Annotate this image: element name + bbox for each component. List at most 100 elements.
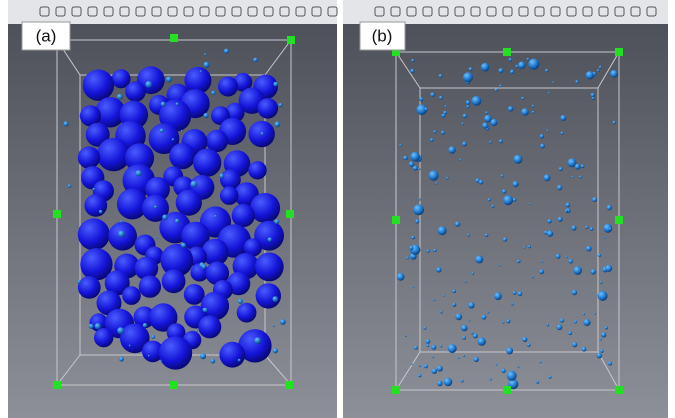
particle xyxy=(439,96,443,100)
particle xyxy=(603,237,605,239)
particle xyxy=(465,281,467,283)
particle xyxy=(162,269,186,293)
panel-label: (a) xyxy=(36,26,57,45)
particle xyxy=(218,77,238,97)
particle xyxy=(397,273,405,281)
particle xyxy=(513,198,517,202)
particle xyxy=(568,331,572,335)
particle xyxy=(99,210,103,214)
particle xyxy=(560,319,564,323)
particle xyxy=(224,49,229,54)
particle xyxy=(581,164,585,168)
particle xyxy=(272,296,278,302)
particle xyxy=(492,205,495,208)
particle xyxy=(461,380,464,383)
particle xyxy=(510,70,514,74)
handle[interactable] xyxy=(170,381,178,389)
particle xyxy=(598,291,608,301)
particle xyxy=(495,89,498,92)
particle xyxy=(122,286,141,305)
particle xyxy=(254,337,261,344)
particle xyxy=(566,256,568,258)
particle xyxy=(610,70,618,78)
particle xyxy=(425,107,428,110)
particle xyxy=(220,186,239,205)
particle xyxy=(268,237,272,241)
toolbar[interactable] xyxy=(8,0,337,24)
particle xyxy=(528,245,531,248)
particle xyxy=(540,144,545,149)
page: (a) (b) (() => { const data = JSON.parse… xyxy=(0,0,675,418)
particle xyxy=(452,289,456,293)
particle xyxy=(521,108,529,116)
particle xyxy=(136,170,142,176)
particle xyxy=(203,113,208,118)
particle xyxy=(536,381,539,384)
particle xyxy=(539,269,544,274)
particle xyxy=(151,335,155,339)
particle xyxy=(463,114,468,119)
handle[interactable] xyxy=(285,381,293,389)
toolbar[interactable] xyxy=(343,0,668,24)
particle xyxy=(181,130,183,132)
handle[interactable] xyxy=(287,36,295,44)
particle xyxy=(605,265,612,272)
particle xyxy=(529,203,531,205)
particle xyxy=(175,219,179,223)
handle[interactable] xyxy=(53,381,61,389)
particle xyxy=(532,105,535,108)
particle xyxy=(160,360,162,362)
particle xyxy=(568,259,573,264)
particle xyxy=(472,272,475,275)
particle xyxy=(600,349,603,352)
handle[interactable] xyxy=(392,386,400,394)
particle xyxy=(532,111,535,114)
particle xyxy=(579,176,582,179)
particle xyxy=(154,205,157,208)
particle xyxy=(485,111,488,114)
particle xyxy=(494,292,502,300)
particle xyxy=(181,243,186,248)
particle xyxy=(78,280,81,283)
particle xyxy=(440,345,442,347)
particle xyxy=(515,65,518,68)
handle[interactable] xyxy=(53,210,61,218)
particle xyxy=(419,97,423,101)
particle xyxy=(566,203,571,208)
handle[interactable] xyxy=(392,216,400,224)
particle xyxy=(280,319,286,325)
particle xyxy=(523,246,525,248)
handle[interactable] xyxy=(615,386,623,394)
handle[interactable] xyxy=(615,216,623,224)
particle xyxy=(485,233,489,237)
particle xyxy=(506,347,513,354)
particle xyxy=(539,361,541,363)
particle xyxy=(423,327,426,330)
particle xyxy=(159,336,192,369)
particle xyxy=(440,311,443,314)
handle[interactable] xyxy=(615,48,623,56)
particle xyxy=(145,81,152,88)
particle xyxy=(511,303,514,306)
particle xyxy=(210,359,215,364)
particle xyxy=(119,357,124,362)
particle xyxy=(94,328,113,347)
particle xyxy=(597,69,600,72)
particle xyxy=(599,66,602,69)
particle xyxy=(591,269,596,274)
particle xyxy=(503,195,513,205)
particle xyxy=(591,93,595,97)
particle xyxy=(583,313,585,315)
particle xyxy=(552,81,554,83)
particle xyxy=(424,365,428,369)
particle xyxy=(419,198,421,200)
handle[interactable] xyxy=(170,34,178,42)
particle xyxy=(575,80,578,83)
particle xyxy=(461,325,468,332)
handle[interactable] xyxy=(503,386,511,394)
handle[interactable] xyxy=(503,48,511,56)
handle[interactable] xyxy=(286,210,294,218)
particle xyxy=(411,236,415,240)
particle xyxy=(478,337,486,345)
particle xyxy=(78,276,101,299)
